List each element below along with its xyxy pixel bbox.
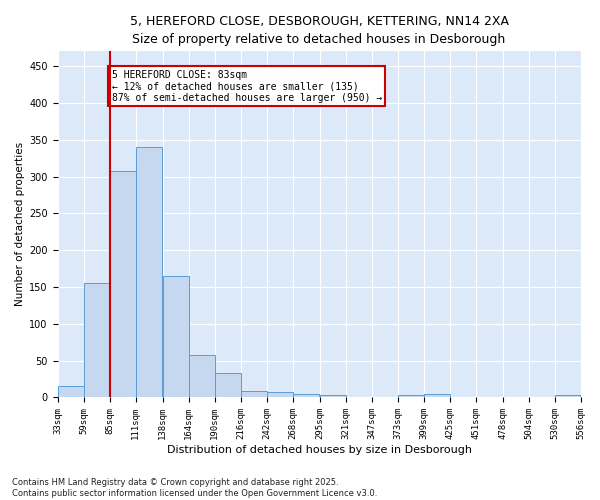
Bar: [83, 284, 110, 398]
Bar: [398, 394, 424, 398]
Bar: [188, 356, 215, 398]
Bar: [241, 391, 266, 398]
Bar: [424, 394, 449, 398]
Bar: [293, 394, 319, 398]
Bar: [163, 276, 188, 398]
Text: Contains HM Land Registry data © Crown copyright and database right 2025.
Contai: Contains HM Land Registry data © Crown c…: [12, 478, 377, 498]
X-axis label: Distribution of detached houses by size in Desborough: Distribution of detached houses by size …: [167, 445, 472, 455]
Bar: [58, 386, 83, 398]
Bar: [215, 373, 241, 398]
Title: 5, HEREFORD CLOSE, DESBOROUGH, KETTERING, NN14 2XA
Size of property relative to : 5, HEREFORD CLOSE, DESBOROUGH, KETTERING…: [130, 15, 509, 46]
Bar: [320, 396, 346, 398]
Bar: [554, 396, 580, 398]
Y-axis label: Number of detached properties: Number of detached properties: [15, 142, 25, 306]
Bar: [266, 392, 293, 398]
Text: 5 HEREFORD CLOSE: 83sqm
← 12% of detached houses are smaller (135)
87% of semi-d: 5 HEREFORD CLOSE: 83sqm ← 12% of detache…: [112, 70, 382, 103]
Bar: [449, 396, 476, 398]
Bar: [110, 170, 136, 398]
Bar: [136, 147, 161, 398]
